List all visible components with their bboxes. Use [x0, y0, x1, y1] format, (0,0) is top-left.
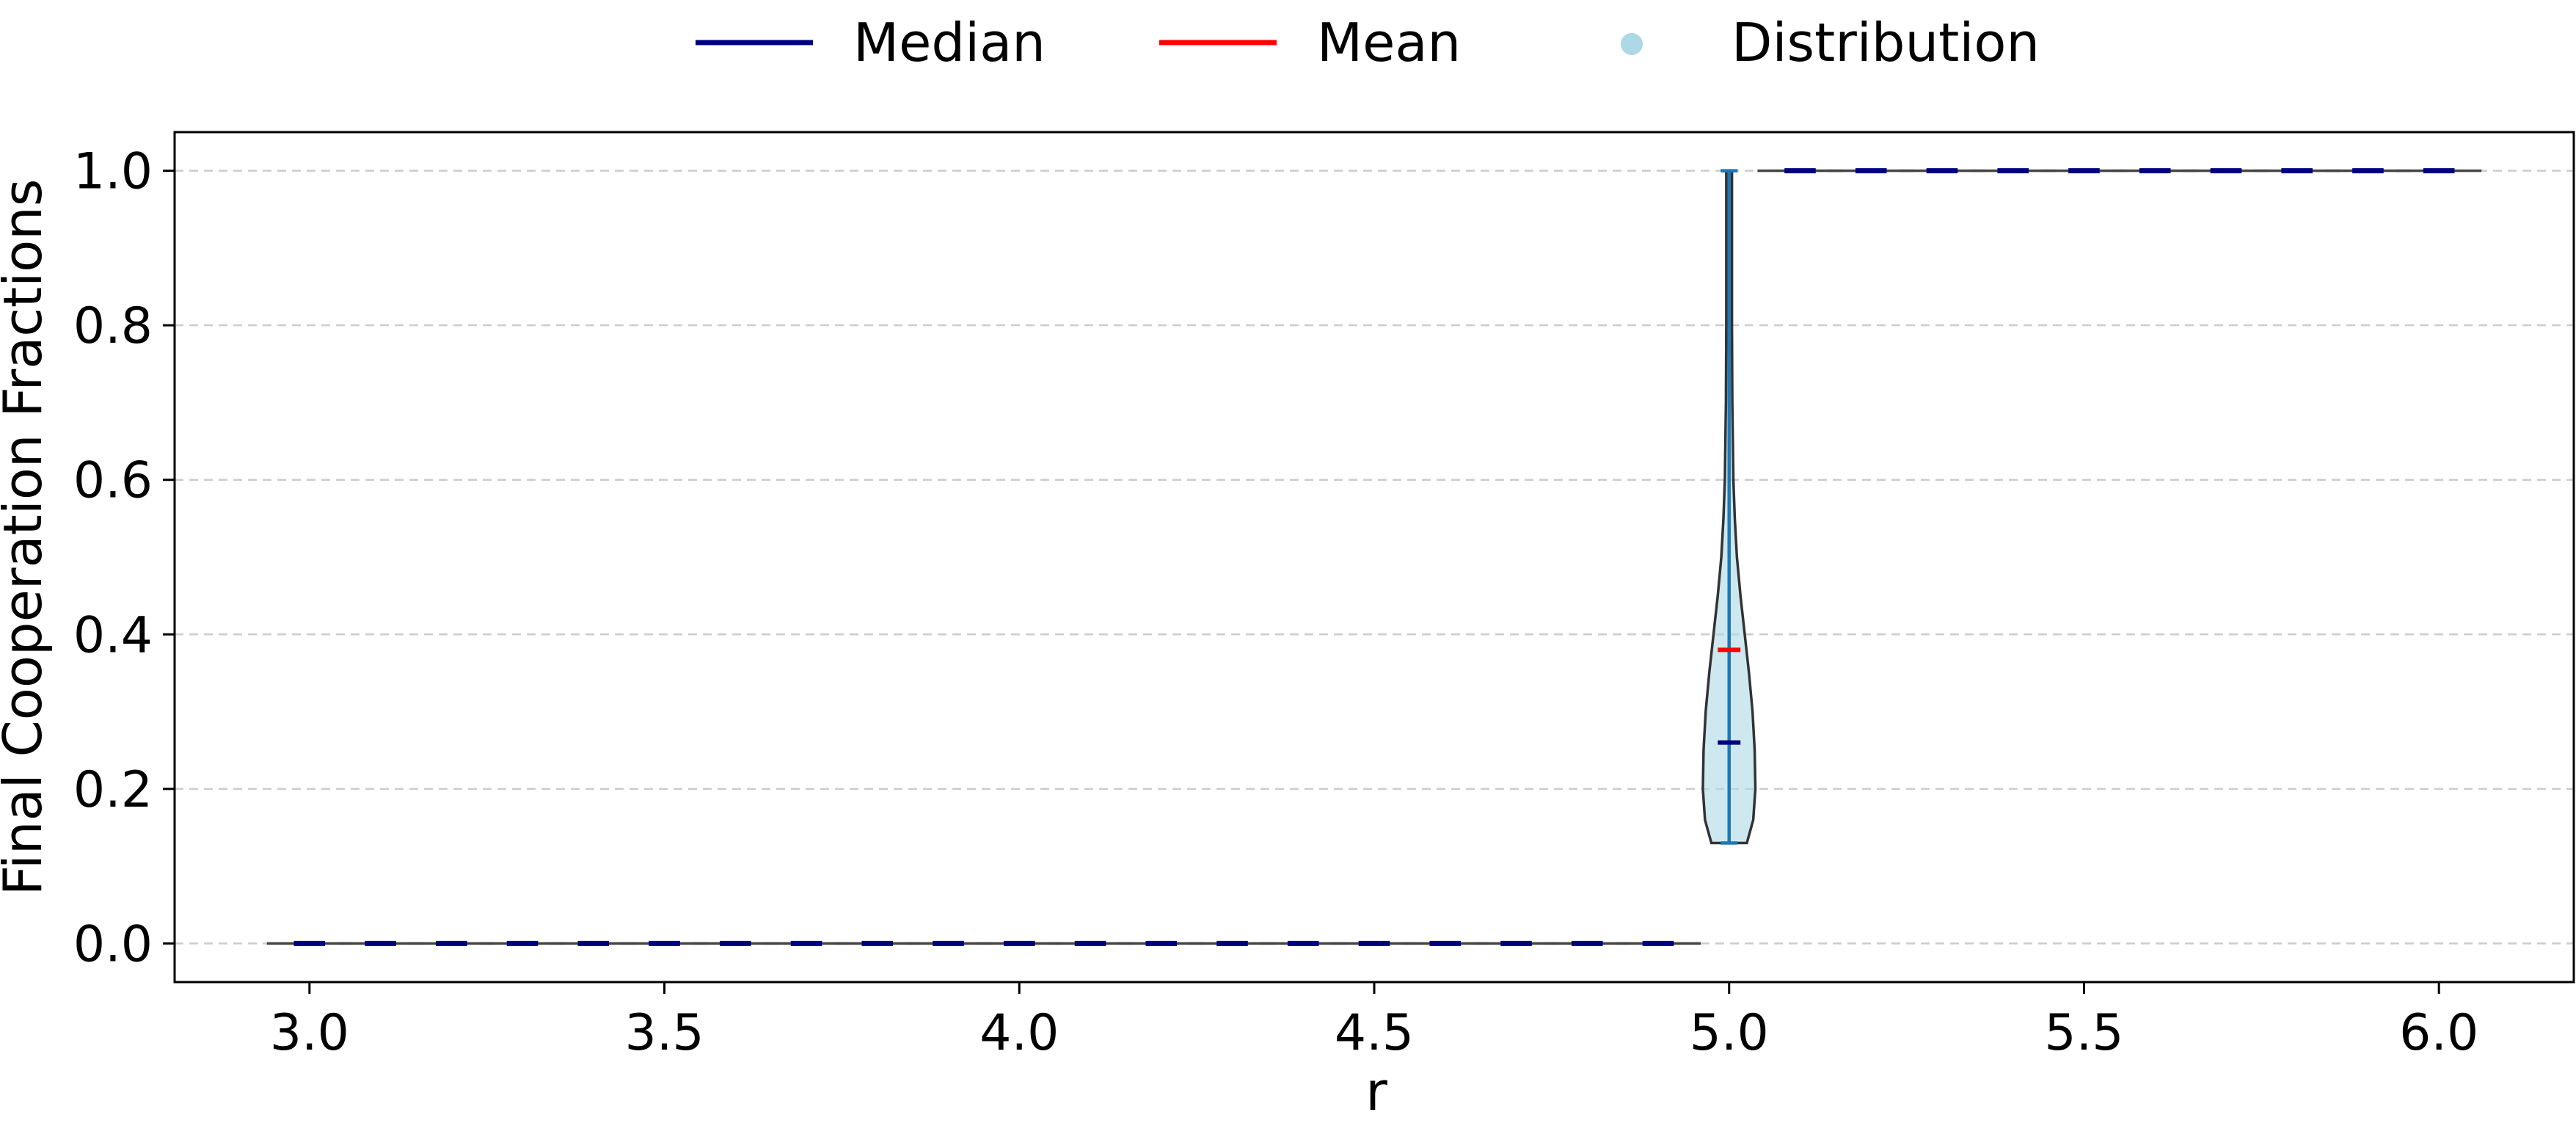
legend-mean-label: Mean: [1317, 12, 1461, 73]
x-tick-label: 5.0: [1690, 1004, 1769, 1062]
x-tick-label: 4.0: [979, 1004, 1059, 1062]
y-tick-label: 0.2: [73, 761, 153, 819]
x-tick-label: 5.5: [2044, 1004, 2123, 1062]
violins: [266, 168, 2482, 946]
legend-distribution-label: Distribution: [1732, 12, 2040, 73]
y-tick-label: 0.8: [73, 297, 153, 355]
y-tick-label: 0.6: [73, 452, 153, 510]
y-axis-ticks: 0.0 0.2 0.4 0.6 0.8 1.0: [73, 143, 175, 973]
x-tick-label: 3.0: [270, 1004, 349, 1062]
x-axis-label: r: [1365, 1061, 1387, 1122]
y-axis-label: Final Cooperation Fractions: [0, 179, 54, 896]
x-tick-label: 6.0: [2399, 1004, 2478, 1062]
x-axis-ticks: 3.0 3.5 4.0 4.5 5.0 5.5 6.0: [270, 982, 2478, 1062]
legend: Median Mean Distribution: [696, 12, 2040, 73]
x-tick-label: 4.5: [1335, 1004, 1414, 1062]
legend-median-label: Median: [853, 12, 1046, 73]
x-tick-label: 3.5: [624, 1004, 704, 1062]
y-tick-label: 1.0: [73, 143, 153, 201]
y-tick-label: 0.0: [73, 915, 153, 973]
y-tick-label: 0.4: [73, 606, 153, 664]
legend-distribution-swatch: [1621, 33, 1643, 55]
